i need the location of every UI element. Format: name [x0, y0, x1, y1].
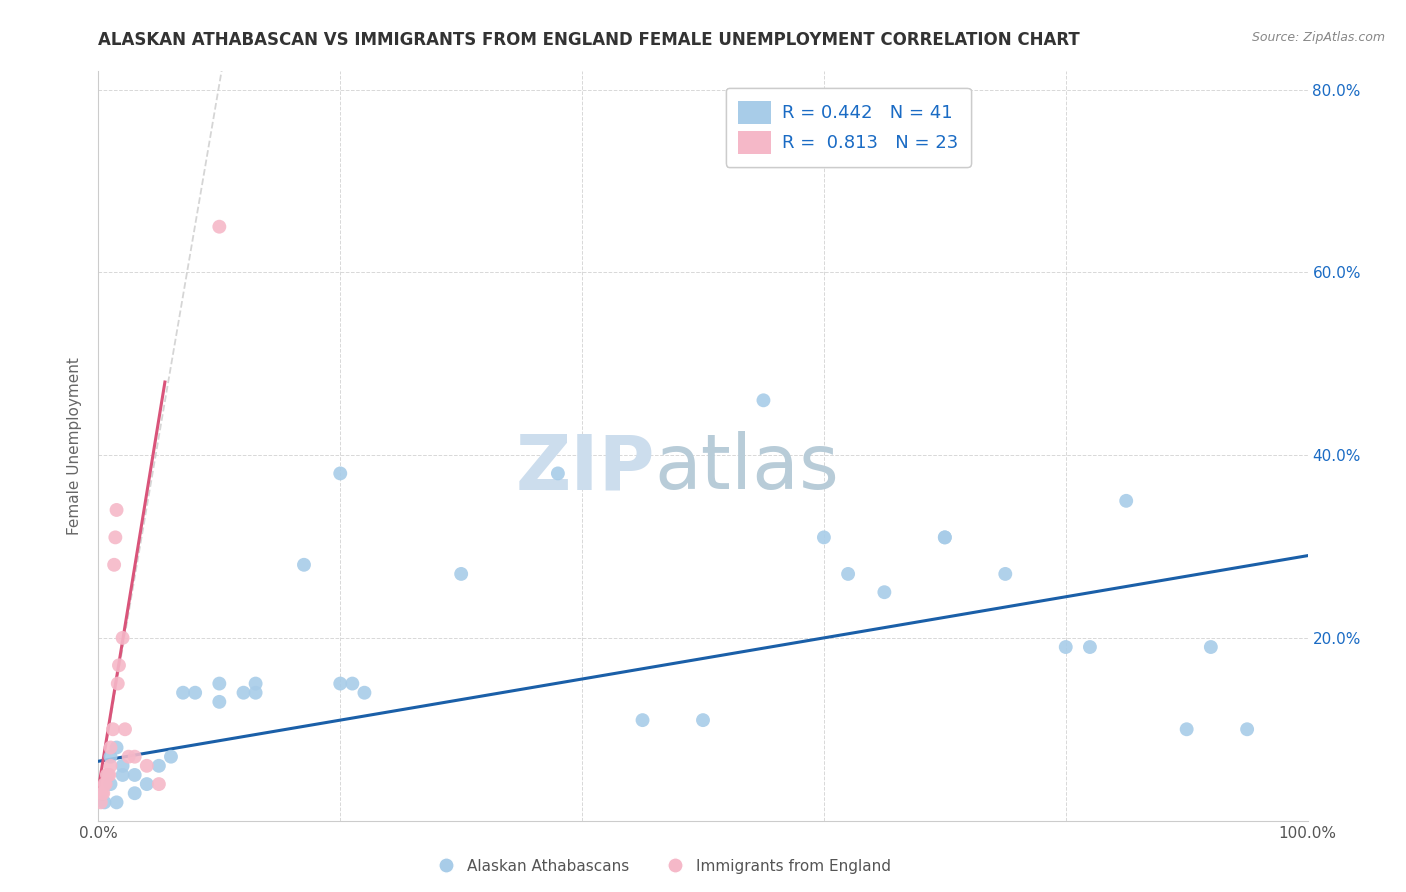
Point: [752, 393, 775, 408]
Point: [105, 796, 128, 810]
Point: [94, 777, 117, 791]
Point: [329, 467, 352, 481]
Point: [1199, 640, 1222, 654]
Text: Source: ZipAtlas.com: Source: ZipAtlas.com: [1251, 31, 1385, 45]
Text: ALASKAN ATHABASCAN VS IMMIGRANTS FROM ENGLAND FEMALE UNEMPLOYMENT CORRELATION CH: ALASKAN ATHABASCAN VS IMMIGRANTS FROM EN…: [98, 31, 1080, 49]
Point: [547, 467, 569, 481]
Point: [111, 631, 134, 645]
Point: [135, 759, 157, 773]
Point: [148, 777, 170, 791]
Point: [105, 740, 128, 755]
Text: ZIP: ZIP: [515, 432, 655, 506]
Point: [91, 786, 114, 800]
Point: [91, 786, 114, 800]
Y-axis label: Female Unemployment: Female Unemployment: [67, 357, 83, 535]
Point: [101, 723, 124, 737]
Point: [329, 676, 352, 690]
Point: [93, 796, 115, 810]
Point: [104, 530, 127, 544]
Point: [108, 658, 131, 673]
Point: [172, 686, 194, 700]
Point: [111, 759, 134, 773]
Point: [93, 777, 115, 791]
Point: [124, 749, 146, 764]
Point: [208, 219, 231, 234]
Point: [96, 768, 118, 782]
Point: [135, 777, 157, 791]
Point: [1115, 493, 1137, 508]
Point: [292, 558, 315, 572]
Point: [118, 749, 141, 764]
Point: [107, 676, 129, 690]
Point: [245, 676, 267, 690]
Point: [837, 566, 859, 581]
Point: [994, 566, 1017, 581]
Point: [90, 796, 112, 810]
Point: [1054, 640, 1077, 654]
Point: [111, 768, 134, 782]
Point: [208, 695, 231, 709]
Legend: Alaskan Athabascans, Immigrants from England: Alaskan Athabascans, Immigrants from Eng…: [425, 853, 897, 880]
Point: [934, 530, 956, 544]
Point: [934, 530, 956, 544]
Point: [873, 585, 896, 599]
Point: [1078, 640, 1101, 654]
Point: [342, 676, 364, 690]
Point: [631, 713, 654, 727]
Point: [232, 686, 254, 700]
Text: atlas: atlas: [655, 432, 839, 506]
Point: [105, 503, 128, 517]
Point: [100, 777, 122, 791]
Point: [692, 713, 714, 727]
Point: [813, 530, 835, 544]
Point: [103, 558, 125, 572]
Point: [184, 686, 207, 700]
Point: [353, 686, 375, 700]
Point: [98, 768, 121, 782]
Point: [208, 676, 231, 690]
Point: [100, 740, 122, 755]
Point: [450, 566, 472, 581]
Point: [148, 759, 170, 773]
Point: [160, 749, 183, 764]
Legend: R = 0.442   N = 41, R =  0.813   N = 23: R = 0.442 N = 41, R = 0.813 N = 23: [725, 88, 970, 167]
Point: [114, 723, 136, 737]
Point: [124, 768, 146, 782]
Point: [245, 686, 267, 700]
Point: [100, 749, 122, 764]
Point: [124, 786, 146, 800]
Point: [1175, 723, 1198, 737]
Point: [1236, 723, 1258, 737]
Point: [97, 768, 120, 782]
Point: [100, 759, 122, 773]
